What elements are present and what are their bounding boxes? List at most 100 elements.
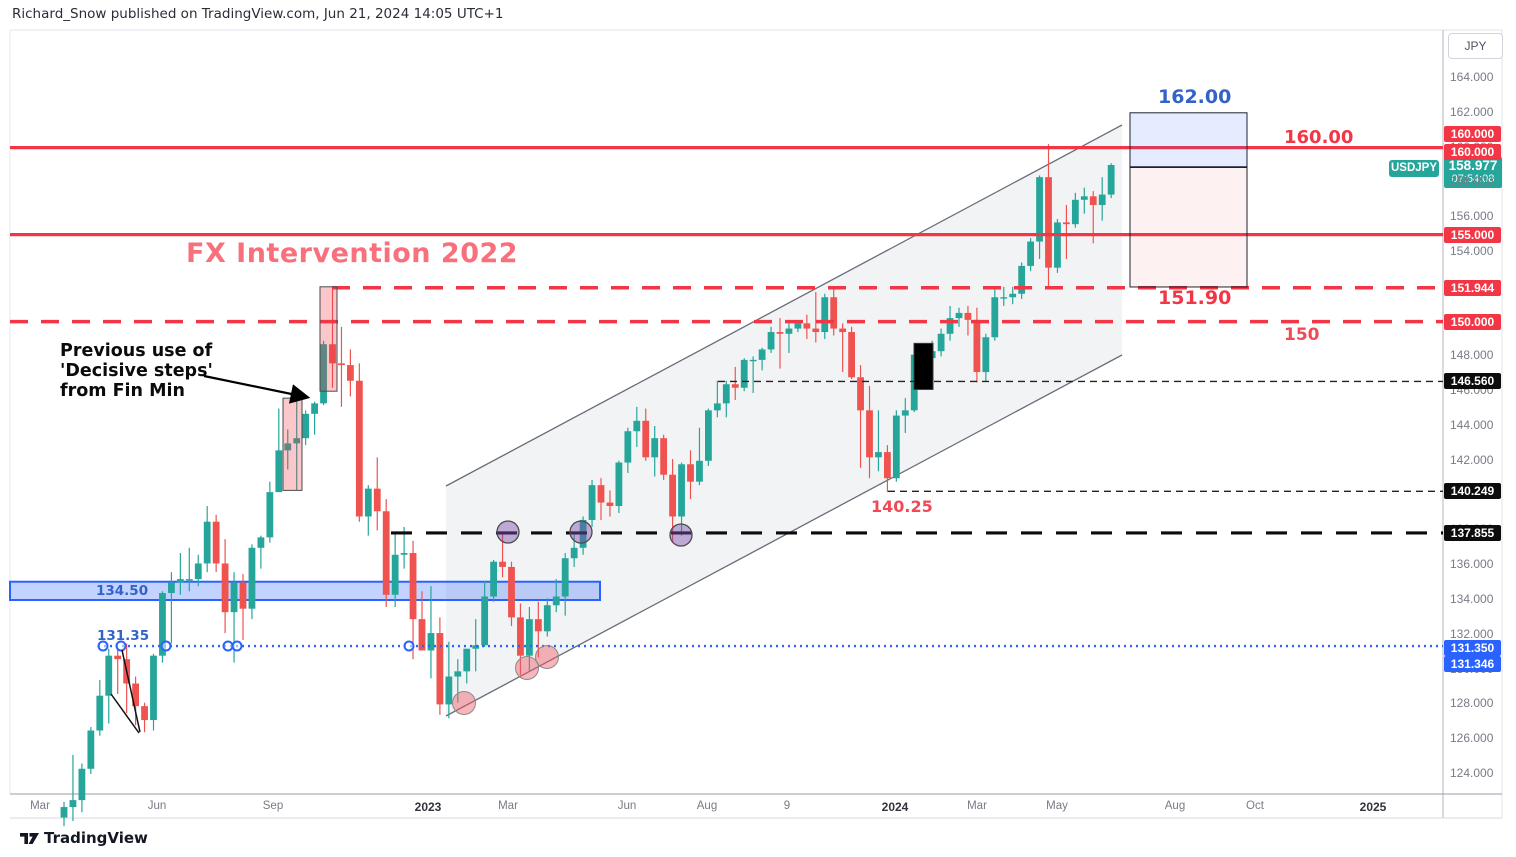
candle bbox=[812, 328, 820, 333]
price-level-badge: 151.944 bbox=[1444, 279, 1501, 296]
symbol-badge: USDJPY bbox=[1389, 160, 1439, 177]
time-tick-label: Aug bbox=[1164, 800, 1186, 812]
candle bbox=[1107, 165, 1115, 195]
price-level-badge: 140.249 bbox=[1444, 483, 1501, 500]
candle bbox=[454, 671, 462, 677]
candle bbox=[615, 462, 623, 507]
candle bbox=[275, 450, 283, 493]
candle bbox=[1054, 222, 1061, 268]
blue-point-marker[interactable] bbox=[97, 640, 109, 652]
price-tick-label: 136.000 bbox=[1450, 557, 1494, 572]
candle bbox=[105, 655, 113, 696]
decisive-steps-note[interactable]: Previous use of 'Decisive steps' from Fin … bbox=[60, 341, 213, 401]
time-tick-label: Mar bbox=[30, 800, 50, 812]
fx-box-run[interactable] bbox=[282, 397, 303, 491]
projection-reward-zone[interactable] bbox=[1130, 112, 1247, 168]
candle bbox=[96, 695, 104, 731]
candle bbox=[543, 605, 551, 632]
purple-touch-marker[interactable] bbox=[669, 523, 693, 547]
candle bbox=[651, 438, 659, 458]
purple-touch-marker[interactable] bbox=[496, 520, 520, 544]
candle bbox=[705, 410, 712, 461]
blue-point-marker[interactable] bbox=[115, 640, 127, 652]
blue-point-marker[interactable] bbox=[231, 640, 243, 652]
time-tick-label: Oct bbox=[1246, 800, 1264, 812]
consolidation-box[interactable] bbox=[913, 342, 934, 390]
fx-intervention-label[interactable]: FX Intervention 2022 bbox=[186, 238, 519, 269]
note-arrow[interactable] bbox=[203, 374, 311, 404]
candle bbox=[168, 582, 175, 594]
fx-box-peak[interactable] bbox=[319, 286, 338, 392]
candle bbox=[1089, 196, 1097, 206]
candle bbox=[955, 312, 963, 319]
tradingview-logo[interactable]: TradingView bbox=[20, 829, 148, 847]
candle bbox=[239, 582, 247, 609]
level-150-label[interactable]: 150 bbox=[1284, 325, 1320, 345]
price-tick-label: 144.000 bbox=[1450, 418, 1494, 432]
pink-touch-marker[interactable] bbox=[515, 656, 539, 680]
candle bbox=[382, 511, 390, 595]
candle bbox=[391, 554, 399, 595]
candle bbox=[185, 579, 193, 581]
price-tick-label: 156.000 bbox=[1450, 209, 1494, 224]
trend-channel[interactable] bbox=[446, 125, 1122, 716]
candle bbox=[347, 365, 354, 381]
candle bbox=[257, 537, 265, 548]
candle bbox=[821, 297, 829, 333]
candle bbox=[176, 579, 184, 583]
candle bbox=[1000, 297, 1008, 299]
candle bbox=[87, 730, 95, 769]
price-tick-label: 132.000 bbox=[1450, 626, 1494, 641]
time-tick-label: Mar bbox=[498, 800, 518, 812]
candle bbox=[588, 485, 596, 520]
pink-touch-marker[interactable] bbox=[452, 691, 476, 715]
resistance-160-label[interactable]: 160.00 bbox=[1284, 127, 1354, 148]
level-14025-label[interactable]: 140.25 bbox=[871, 497, 933, 516]
support-13450-label[interactable]: 134.50 bbox=[96, 583, 149, 599]
blue-point-marker[interactable] bbox=[160, 640, 172, 652]
candle bbox=[150, 655, 157, 721]
blue-point-marker[interactable] bbox=[222, 640, 234, 652]
tradingview-logo-icon bbox=[20, 832, 39, 844]
price-tick-label: 164.000 bbox=[1450, 70, 1494, 84]
candle bbox=[436, 633, 444, 705]
time-tick-label: May bbox=[1046, 800, 1068, 812]
candle bbox=[293, 438, 301, 444]
candle bbox=[78, 768, 86, 801]
candle bbox=[1098, 194, 1106, 206]
candle bbox=[785, 328, 793, 334]
projection-risk-zone[interactable] bbox=[1130, 167, 1247, 287]
candle bbox=[892, 415, 900, 479]
candle bbox=[311, 403, 318, 414]
wedge-line[interactable] bbox=[110, 693, 140, 734]
price-level-badge: 131.346 bbox=[1444, 656, 1501, 672]
candle bbox=[1036, 177, 1043, 242]
support-band-13450[interactable] bbox=[9, 580, 601, 601]
price-tick-label: 162.000 bbox=[1450, 104, 1494, 119]
price-level-badge: 137.855 bbox=[1444, 524, 1501, 541]
currency-toggle-button[interactable]: JPY bbox=[1448, 33, 1503, 59]
candle bbox=[364, 488, 372, 517]
time-tick-label: Mar bbox=[967, 800, 987, 812]
pink-touch-marker[interactable] bbox=[535, 645, 559, 669]
candle bbox=[803, 323, 811, 329]
purple-touch-marker[interactable] bbox=[569, 520, 593, 544]
candle bbox=[203, 521, 211, 564]
blue-point-marker[interactable] bbox=[403, 640, 415, 652]
candle bbox=[731, 384, 739, 388]
trend-channel-upper[interactable] bbox=[445, 124, 1123, 487]
price-tick-label: 134.000 bbox=[1450, 592, 1494, 606]
time-tick-label: 2023 bbox=[414, 800, 442, 814]
support-13135-label[interactable]: 131.35 bbox=[97, 628, 150, 644]
candle bbox=[758, 349, 766, 360]
bar-countdown: 07:54:08 bbox=[1451, 173, 1495, 185]
target-162-label[interactable]: 162.00 bbox=[1158, 86, 1232, 108]
candle bbox=[552, 596, 560, 606]
stop-15190-label[interactable]: 151.90 bbox=[1158, 287, 1232, 309]
projection-box-outline[interactable] bbox=[1129, 112, 1248, 288]
candle bbox=[1080, 196, 1088, 200]
price-level-badge: 146.560 bbox=[1444, 373, 1501, 390]
wedge-line[interactable] bbox=[121, 649, 141, 733]
candle bbox=[848, 332, 855, 378]
